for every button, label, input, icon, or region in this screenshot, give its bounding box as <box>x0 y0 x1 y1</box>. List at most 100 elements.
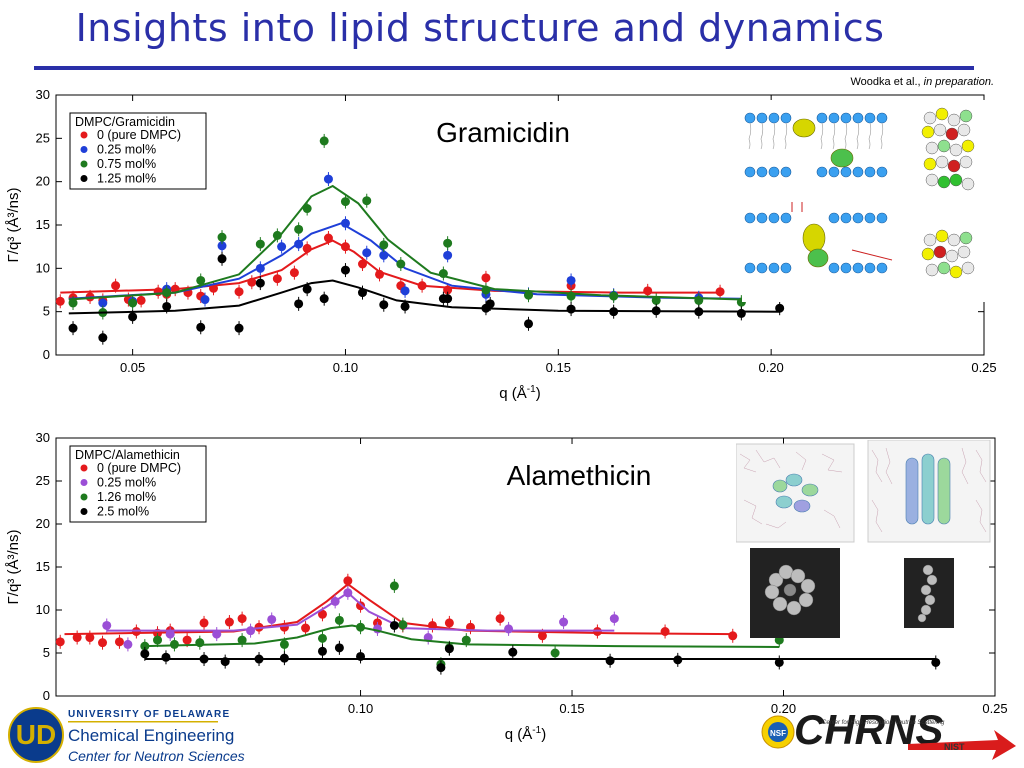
data-point-0-75-mol <box>379 240 389 250</box>
data-point-2-5-mol <box>444 644 454 654</box>
data-point-1-26-mol <box>169 639 179 649</box>
y-tick-label: 0 <box>43 688 50 703</box>
data-point-1-25-mol <box>443 294 453 304</box>
arrow-icon <box>908 730 1016 760</box>
data-point-0-25-mol <box>362 248 372 258</box>
data-point-1-25-mol <box>694 307 704 317</box>
data-point-0-75-mol <box>609 291 619 301</box>
data-point-0-pure-dmpc <box>357 259 367 269</box>
data-point-0-pure-dmpc <box>114 637 124 647</box>
membrane-lower <box>744 202 893 274</box>
data-point-0-75-mol <box>362 196 372 206</box>
x-axis-label-text: q (Å <box>499 385 527 402</box>
title-underline <box>34 66 974 70</box>
data-point-2-5-mol <box>254 654 264 664</box>
y-axis-label: Γ/q³ (Å³/ns) <box>5 530 22 605</box>
data-point-1-26-mol <box>461 635 471 645</box>
data-point-1-25-mol <box>319 294 329 304</box>
data-point-1-26-mol <box>389 581 399 591</box>
x-tick-label: 0.15 <box>546 360 571 375</box>
membrane-upper <box>744 112 888 178</box>
data-point-0-pure-dmpc <box>660 627 670 636</box>
fit-line-0-25-mol <box>68 222 742 300</box>
data-point-0-75-mol <box>396 259 406 269</box>
data-point-2-5-mol <box>356 651 366 661</box>
chrns-logo: NSF CHRNS Center for High Resolution Neu… <box>761 706 1016 760</box>
x-axis-label-end: ) <box>541 726 546 743</box>
data-point-1-25-mol <box>379 300 389 310</box>
data-point-0-pure-dmpc <box>72 633 82 643</box>
data-point-1-25-mol <box>128 312 138 322</box>
data-point-1-25-mol <box>234 323 244 333</box>
nist-label: NIST <box>944 742 965 752</box>
x-axis-label: q (Å-1) <box>505 725 546 743</box>
data-point-1-25-mol <box>302 284 312 294</box>
legend-label: 2.5 mol% <box>97 505 149 519</box>
data-point-1-25-mol <box>651 306 661 316</box>
data-point-1-25-mol <box>217 254 227 264</box>
data-point-0-pure-dmpc <box>55 296 65 306</box>
data-point-0-75-mol <box>694 295 704 305</box>
university-name: UNIVERSITY OF DELAWARE <box>68 709 230 720</box>
data-point-1-25-mol <box>162 301 172 311</box>
data-point-0-25-mol <box>212 629 222 639</box>
x-axis-label-sup: -1 <box>532 725 541 736</box>
legend-label: 0.25 mol% <box>97 143 156 157</box>
university-of-delaware-logo: UD UNIVERSITY OF DELAWARE Chemical Engin… <box>8 707 245 764</box>
fit-line-0-pure-dmpc <box>60 239 721 294</box>
x-tick-label: 0.25 <box>971 360 996 375</box>
data-point-1-25-mol <box>255 278 265 288</box>
data-point-0-75-mol <box>340 197 350 207</box>
data-point-0-pure-dmpc <box>537 631 547 641</box>
y-tick-label: 20 <box>36 516 50 531</box>
data-point-1-25-mol <box>400 301 410 311</box>
data-point-0-pure-dmpc <box>247 277 257 287</box>
y-tick-label: 10 <box>36 260 50 275</box>
x-tick-label: 0.20 <box>758 360 783 375</box>
data-point-0-75-mol <box>128 298 138 308</box>
data-point-2-5-mol <box>931 657 941 667</box>
data-point-0-pure-dmpc <box>199 618 209 628</box>
data-point-0-pure-dmpc <box>715 287 725 297</box>
data-point-0-25-mol <box>123 639 133 649</box>
x-axis-label-text: q (Å <box>505 726 533 743</box>
data-point-0-75-mol <box>524 290 534 300</box>
data-point-1-26-mol <box>398 620 408 630</box>
data-point-1-26-mol <box>153 635 163 645</box>
data-point-0-25-mol <box>330 596 340 606</box>
x-tick-label: 0.15 <box>559 701 584 716</box>
x-tick-label: 0.10 <box>348 701 373 716</box>
data-point-2-5-mol <box>140 649 150 659</box>
slide-title: Insights into lipid structure and dynami… <box>75 6 885 50</box>
y-tick-label: 30 <box>36 90 50 102</box>
data-point-0-25-mol <box>200 295 210 305</box>
legend-label: 0 (pure DMPC) <box>97 128 181 142</box>
y-tick-label: 5 <box>43 304 50 319</box>
legend-label: 0 (pure DMPC) <box>97 461 181 475</box>
y-tick-label: 0 <box>43 347 50 362</box>
y-tick-label: 10 <box>36 602 50 617</box>
gramicidin-membrane-illustration <box>742 100 994 302</box>
chart-annotation: Alamethicin <box>507 460 652 491</box>
data-point-0-pure-dmpc <box>111 281 121 291</box>
data-point-1-25-mol <box>609 307 619 317</box>
legend-marker-0-pure-dmpc <box>80 464 88 472</box>
legend-label: 0.25 mol% <box>97 476 156 490</box>
molecular-surface-models <box>910 102 990 279</box>
data-point-2-5-mol <box>161 652 171 662</box>
y-tick-label: 5 <box>43 645 50 660</box>
data-point-0-pure-dmpc <box>234 287 244 297</box>
data-point-1-25-mol <box>196 322 206 332</box>
data-point-0-pure-dmpc <box>301 623 311 633</box>
data-point-0-75-mol <box>255 239 265 249</box>
data-point-0-75-mol <box>438 269 448 279</box>
data-point-0-25-mol <box>504 624 514 634</box>
chrns-subtitle: Center for High Resolution Neutron Scatt… <box>822 720 945 726</box>
x-axis-label-sup: -1 <box>527 384 536 395</box>
x-tick-label: 0.20 <box>771 701 796 716</box>
data-point-1-25-mol <box>736 308 746 318</box>
data-point-0-75-mol <box>566 291 576 301</box>
data-point-0-25-mol <box>165 629 175 639</box>
data-point-1-26-mol <box>140 641 150 651</box>
alamethicin-chart: 0.10 0.15 0.20 0.25 0 5 10 15 20 25 30 q (Å-1) Γ/q³ … <box>5 430 1008 743</box>
